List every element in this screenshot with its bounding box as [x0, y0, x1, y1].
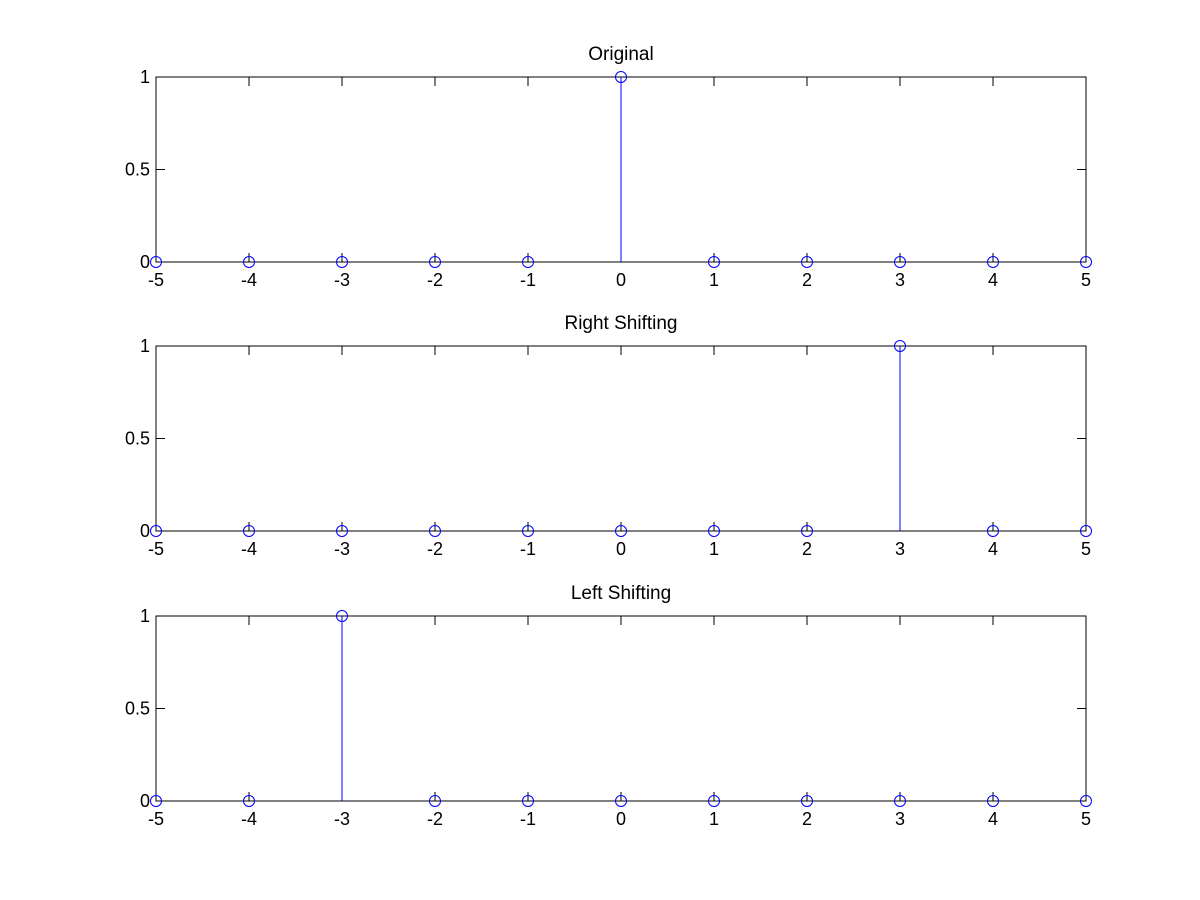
x-tick-label: 4 [988, 270, 998, 290]
x-tick-label: 0 [616, 539, 626, 559]
x-tick-label: 4 [988, 539, 998, 559]
x-tick-label: 2 [802, 270, 812, 290]
stem-marker [429, 256, 441, 268]
x-tick-label: 0 [616, 270, 626, 290]
subplot-1: Original -5 -4 -3 -2 -1 0 1 2 3 4 5 0 0.5 1 [125, 44, 1092, 290]
x-tick-label: -3 [334, 809, 350, 829]
stem-marker [336, 610, 348, 622]
y-tick-label: 0 [140, 791, 150, 811]
stem-marker [1080, 795, 1092, 807]
x-tick-label: 0 [616, 809, 626, 829]
subplot-2: Right Shifting -5 -4 -3 -2 -1 0 1 2 3 4 5 0 0.5 1 [125, 313, 1092, 559]
x-tick-label: 3 [895, 539, 905, 559]
stem-marker [522, 256, 534, 268]
stem-marker [894, 256, 906, 268]
stem-marker [1080, 525, 1092, 537]
y-tick-label: 0.5 [125, 429, 150, 449]
x-tick-label: -1 [520, 809, 536, 829]
x-tick-label: -5 [148, 270, 164, 290]
stem-marker [615, 71, 627, 83]
stem-marker [522, 795, 534, 807]
x-tick-label: -3 [334, 270, 350, 290]
x-tick-label: 1 [709, 539, 719, 559]
y-tick-label: 0.5 [125, 160, 150, 180]
y-tick-label: 0.5 [125, 699, 150, 719]
x-tick-label: -4 [241, 270, 257, 290]
stem-marker [801, 525, 813, 537]
x-tick-label: -4 [241, 809, 257, 829]
stem-marker [708, 795, 720, 807]
stem-marker [987, 256, 999, 268]
y-tick-label: 1 [140, 336, 150, 356]
x-tick-label: 2 [802, 539, 812, 559]
stem-marker [801, 795, 813, 807]
stem-marker [987, 525, 999, 537]
x-tick-label: -2 [427, 270, 443, 290]
stem-marker [150, 256, 162, 268]
x-tick-label: 5 [1081, 809, 1091, 829]
x-tick-label: -1 [520, 539, 536, 559]
stem-marker [522, 525, 534, 537]
y-tick-label: 1 [140, 606, 150, 626]
x-tick-label: 5 [1081, 270, 1091, 290]
stem-marker [1080, 256, 1092, 268]
stem-marker [801, 256, 813, 268]
x-tick-label: -3 [334, 539, 350, 559]
y-tick-label: 1 [140, 67, 150, 87]
stem-marker [708, 525, 720, 537]
stem-marker [336, 525, 348, 537]
stem-marker [150, 525, 162, 537]
x-tick-label: 3 [895, 809, 905, 829]
x-tick-label: 3 [895, 270, 905, 290]
x-tick-label: 2 [802, 809, 812, 829]
x-tick-label: 4 [988, 809, 998, 829]
stem-marker [429, 525, 441, 537]
stem-marker [243, 795, 255, 807]
x-tick-label: -1 [520, 270, 536, 290]
x-tick-label: -4 [241, 539, 257, 559]
stem-marker [894, 795, 906, 807]
stem-marker [150, 795, 162, 807]
stem-marker [615, 795, 627, 807]
y-tick-label: 0 [140, 252, 150, 272]
subplot-title: Right Shifting [564, 313, 677, 334]
x-tick-label: -5 [148, 809, 164, 829]
stem-marker [429, 795, 441, 807]
stem-marker [243, 525, 255, 537]
stem-marker [243, 256, 255, 268]
x-tick-label: 1 [709, 809, 719, 829]
stem-marker [987, 795, 999, 807]
subplot-3: Left Shifting -5 -4 -3 -2 -1 0 1 2 3 4 5 0 0.5 1 [125, 583, 1092, 829]
subplot-title: Left Shifting [571, 583, 671, 604]
stem-marker [894, 340, 906, 352]
x-tick-label: 1 [709, 270, 719, 290]
x-tick-label: -2 [427, 809, 443, 829]
x-tick-label: -2 [427, 539, 443, 559]
y-tick-label: 0 [140, 521, 150, 541]
subplot-title: Original [588, 44, 653, 65]
stem-marker [336, 256, 348, 268]
stem-marker [708, 256, 720, 268]
x-tick-label: -5 [148, 539, 164, 559]
stem-marker [615, 525, 627, 537]
x-tick-label: 5 [1081, 539, 1091, 559]
